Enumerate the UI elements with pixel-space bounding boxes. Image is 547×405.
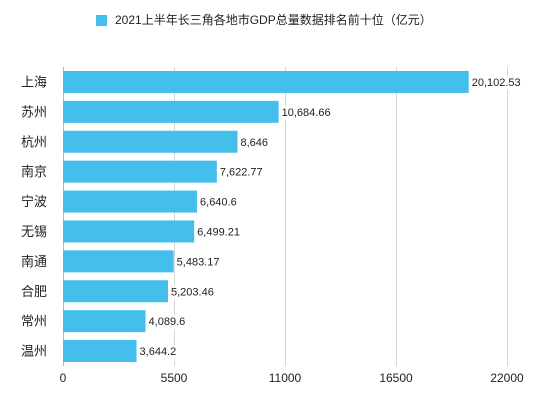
data-label-7: 5,483.17 bbox=[177, 256, 220, 268]
data-label-group-1: 20,102.53 bbox=[470, 75, 522, 90]
bar-4 bbox=[63, 160, 217, 183]
data-label-background bbox=[138, 345, 178, 360]
data-label-background bbox=[147, 315, 187, 330]
bar-7 bbox=[63, 250, 174, 273]
data-label-group-4: 7,622.77 bbox=[218, 165, 264, 180]
category-label-3: 杭州 bbox=[21, 134, 47, 149]
category-label-4: 南京 bbox=[21, 164, 47, 179]
bar-10 bbox=[63, 340, 137, 363]
category-label-2: 苏州 bbox=[21, 104, 47, 119]
data-label-1: 20,102.53 bbox=[472, 77, 521, 89]
data-label-background bbox=[280, 105, 332, 120]
data-labels: 20,102.53 10,684.66 8,646 7,622.77 6,640.6 6,… bbox=[138, 75, 522, 360]
data-label-group-2: 10,684.66 bbox=[280, 105, 332, 120]
x-tick-label: 11000 bbox=[269, 371, 302, 385]
category-label-6: 无锡 bbox=[21, 224, 47, 239]
data-label-group-5: 6,640.6 bbox=[199, 195, 238, 210]
data-label-background bbox=[170, 285, 215, 300]
category-label-9: 常州 bbox=[21, 314, 47, 329]
bars bbox=[63, 70, 469, 363]
data-label-group-9: 4,089.6 bbox=[147, 315, 187, 330]
data-label-background bbox=[239, 135, 270, 150]
category-label-10: 温州 bbox=[21, 344, 47, 359]
legend-label: 2021上半年长三角各地市GDP总量数据排名前十位（亿元） bbox=[115, 13, 432, 27]
bar-9 bbox=[63, 310, 146, 333]
data-label-4: 7,622.77 bbox=[220, 167, 263, 179]
data-label-background bbox=[196, 225, 241, 240]
data-label-group-6: 6,499.21 bbox=[196, 225, 241, 240]
bar-1 bbox=[63, 70, 469, 93]
x-tick-label: 5500 bbox=[161, 371, 188, 385]
data-label-group-10: 3,644.2 bbox=[138, 345, 178, 360]
bar-2 bbox=[63, 100, 279, 123]
category-label-1: 上海 bbox=[21, 74, 47, 89]
data-label-group-7: 5,483.17 bbox=[175, 255, 221, 270]
legend: 2021上半年长三角各地市GDP总量数据排名前十位（亿元） bbox=[96, 12, 432, 28]
legend-swatch bbox=[96, 14, 107, 26]
data-label-group-8: 5,203.46 bbox=[170, 285, 215, 300]
category-label-7: 南通 bbox=[21, 254, 47, 269]
x-axis-tick-labels: 0 5500 11000 16500 22000 bbox=[60, 371, 524, 385]
data-label-group-3: 8,646 bbox=[239, 135, 270, 150]
data-label-background bbox=[175, 255, 221, 270]
category-label-8: 合肥 bbox=[21, 284, 47, 299]
x-tick-label: 0 bbox=[60, 371, 67, 385]
data-label-5: 6,640.6 bbox=[200, 197, 237, 209]
x-tick-label: 22000 bbox=[490, 371, 524, 385]
bar-3 bbox=[63, 130, 238, 153]
data-label-8: 5,203.46 bbox=[171, 286, 214, 298]
category-label-5: 宁波 bbox=[21, 194, 47, 209]
data-label-background bbox=[218, 165, 264, 180]
x-tick-label: 16500 bbox=[379, 371, 413, 385]
bar-6 bbox=[63, 220, 195, 243]
data-label-6: 6,499.21 bbox=[197, 226, 240, 238]
data-label-9: 4,089.6 bbox=[149, 316, 186, 328]
data-label-2: 10,684.66 bbox=[282, 107, 331, 119]
data-label-3: 8,646 bbox=[240, 137, 268, 149]
bar-5 bbox=[63, 190, 198, 213]
data-label-10: 3,644.2 bbox=[140, 346, 177, 358]
data-label-background bbox=[470, 75, 522, 90]
data-label-background bbox=[199, 195, 238, 210]
bar-8 bbox=[63, 280, 169, 303]
